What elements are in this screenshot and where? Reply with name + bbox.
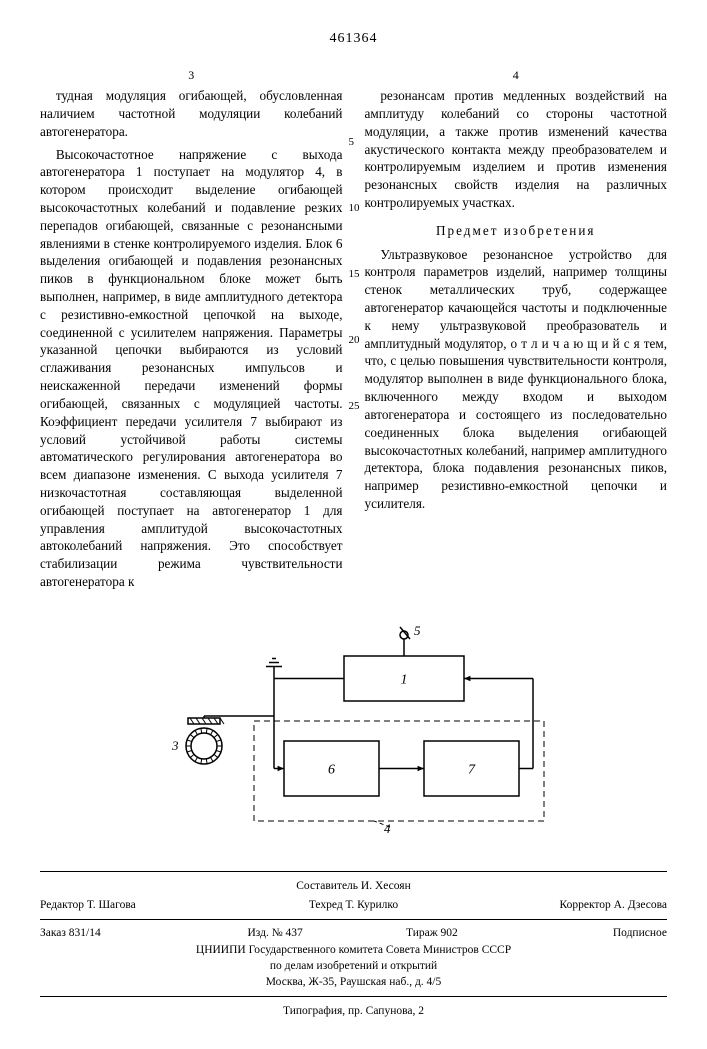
- svg-text:6: 6: [328, 762, 335, 777]
- circuit-figure: 5 1 6 7 3 4: [144, 621, 564, 841]
- line-marker-10: 10: [347, 201, 362, 216]
- right-p1: резонансам против медленных воздействий …: [365, 87, 668, 212]
- tirazh: Тираж 902: [354, 926, 511, 942]
- right-p2: Ультразвуковое резонансное устройство дл…: [365, 246, 668, 513]
- text-columns: 5 10 15 20 25 тудная модуляция огибающей…: [40, 87, 667, 596]
- svg-text:7: 7: [468, 762, 476, 777]
- izd-number: Изд. № 437: [197, 926, 354, 942]
- compiler-line: Составитель И. Хесоян: [40, 878, 667, 894]
- svg-text:5: 5: [414, 623, 421, 638]
- org-line-2: по делам изобретений и открытий: [40, 958, 667, 974]
- printer: Типография, пр. Сапунова, 2: [40, 1003, 667, 1019]
- address: Москва, Ж-35, Раушская наб., д. 4/5: [40, 974, 667, 990]
- imprint-block: Составитель И. Хесоян Редактор Т. Шагова…: [40, 871, 667, 1020]
- svg-text:1: 1: [400, 672, 407, 687]
- line-marker-15: 15: [347, 267, 362, 282]
- left-column: тудная модуляция огибающей, обусловленна…: [40, 87, 343, 596]
- left-p1: тудная модуляция огибающей, обусловленна…: [40, 87, 343, 140]
- column-numbers: 3 4: [40, 67, 667, 83]
- section-title: Предмет изобретения: [365, 222, 668, 240]
- editor: Редактор Т. Шагова: [40, 898, 249, 914]
- patent-number: 461364: [40, 30, 667, 49]
- org-line-1: ЦНИИПИ Государственного комитета Совета …: [40, 942, 667, 958]
- corrector: Корректор А. Дзесова: [458, 898, 667, 914]
- colnum-left: 3: [40, 67, 343, 83]
- colnum-right: 4: [365, 67, 668, 83]
- left-p2: Высокочастотное напряжение с выхода авто…: [40, 146, 343, 591]
- line-marker-5: 5: [347, 135, 357, 150]
- subscription: Подписное: [510, 926, 667, 942]
- svg-text:3: 3: [171, 738, 179, 753]
- right-column: резонансам против медленных воздействий …: [365, 87, 668, 596]
- line-marker-20: 20: [347, 333, 362, 348]
- tech-editor: Техред Т. Курилко: [249, 898, 458, 914]
- line-marker-25: 25: [347, 399, 362, 414]
- svg-text:4: 4: [384, 821, 391, 836]
- order: Заказ 831/14: [40, 926, 197, 942]
